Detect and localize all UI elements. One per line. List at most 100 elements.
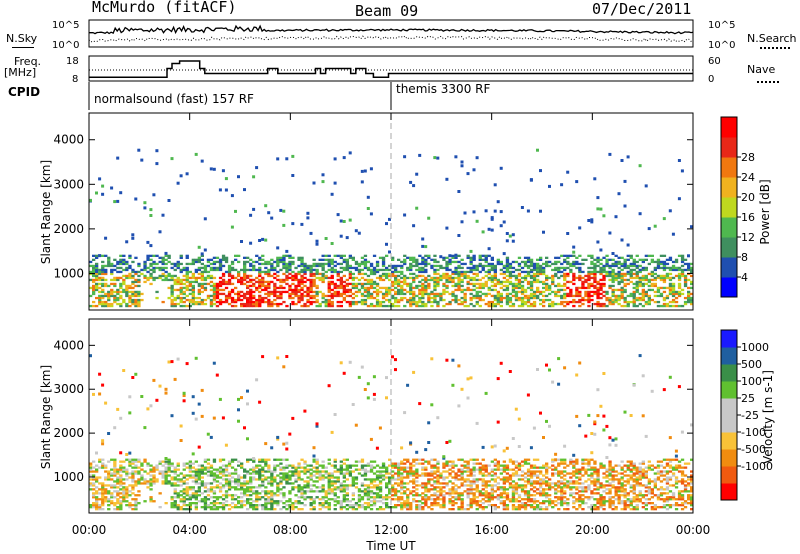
power-cell [526,272,531,276]
power-cell [457,278,461,282]
velocity-cell [484,506,488,509]
velocity-cell [442,462,446,465]
power-cell [463,298,467,302]
power-cell [330,192,334,196]
velocity-cell [209,508,214,511]
power-cell [312,300,316,304]
power-cell [191,300,195,304]
power-cell [209,298,214,302]
power-cell [448,268,452,272]
velocity-cell [463,464,467,467]
power-cell [161,256,165,259]
power-cell [366,195,370,199]
velocity-cell [466,480,470,483]
power-cell [514,278,519,282]
power-cell [427,298,431,302]
power-cell [89,294,93,298]
power-cell [288,286,292,290]
velocity-cell [451,476,455,479]
velocity-cell [209,506,214,509]
velocity-cell [433,502,437,505]
velocity-cell [378,476,383,479]
velocity-cell [388,464,392,467]
power-cell [596,304,600,308]
power-cell [409,266,413,270]
noise-panel: 10^5 10^0 10^5 10^0 [52,19,735,51]
velocity-cell [276,356,280,360]
velocity-cell [348,470,352,473]
power-cell [659,254,664,257]
velocity-cell [110,478,114,481]
power-cell [520,284,525,288]
power-cell [252,304,256,308]
power-cell [194,270,198,274]
power-cell [282,300,286,304]
velocity-cell [270,482,274,485]
power-cell [212,268,217,272]
velocity-cell [279,500,283,503]
power-cell [554,272,558,276]
velocity-cell [348,506,352,509]
power-cell [536,270,540,274]
velocity-cell [436,478,440,481]
power-cell [680,288,685,292]
power-cell [303,270,307,274]
power-cell [285,264,289,268]
velocity-cell [360,482,365,485]
power-cell [315,239,319,243]
power-cell [246,284,250,288]
power-cell [620,286,624,290]
velocity-cell [415,462,419,465]
power-cell [526,270,531,274]
velocity-cell [433,500,437,503]
velocity-cell [472,496,476,499]
velocity-cell [107,470,111,473]
velocity-cell [511,504,516,507]
power-cell [321,266,325,270]
velocity-cell [466,462,470,465]
velocity-cell [421,482,425,485]
power-cell [475,264,479,268]
velocity-cell [481,482,485,485]
velocity-cell [270,476,274,479]
velocity-cell [469,486,473,489]
power-cell [668,288,673,292]
velocity-cell [309,476,313,479]
velocity-cell [508,484,513,487]
power-cell [243,260,247,264]
velocity-cell [324,492,328,495]
power-cell [418,270,422,274]
velocity-cell [336,496,340,499]
velocity-cell [264,506,268,509]
power-cell [596,286,600,290]
power-cell [212,262,217,266]
velocity-cell [246,486,250,489]
power-cell [635,276,639,280]
power-cell [98,268,102,272]
power-cell [644,294,648,298]
power-cell [397,292,401,296]
power-cell [164,262,168,266]
power-cell [212,288,217,292]
power-cell [481,264,485,268]
power-cell [421,294,425,298]
power-cell [526,294,531,298]
velocity-cell [312,466,316,469]
velocity-cell [276,435,280,439]
power-cell [306,286,310,290]
power-cell [170,284,174,288]
power-cell [554,256,558,259]
velocity-cell [264,498,268,501]
velocity-cell [170,498,174,501]
power-cell [315,298,319,302]
power-cell [348,294,352,298]
velocity-cell [167,470,171,473]
velocity-cell [418,462,422,465]
velocity-cell [246,488,250,491]
velocity-cell [237,500,241,503]
power-cell [197,300,201,304]
velocity-cell [98,504,102,507]
power-cell [690,300,694,304]
power-cell [95,254,99,257]
velocity-cell [149,404,153,408]
